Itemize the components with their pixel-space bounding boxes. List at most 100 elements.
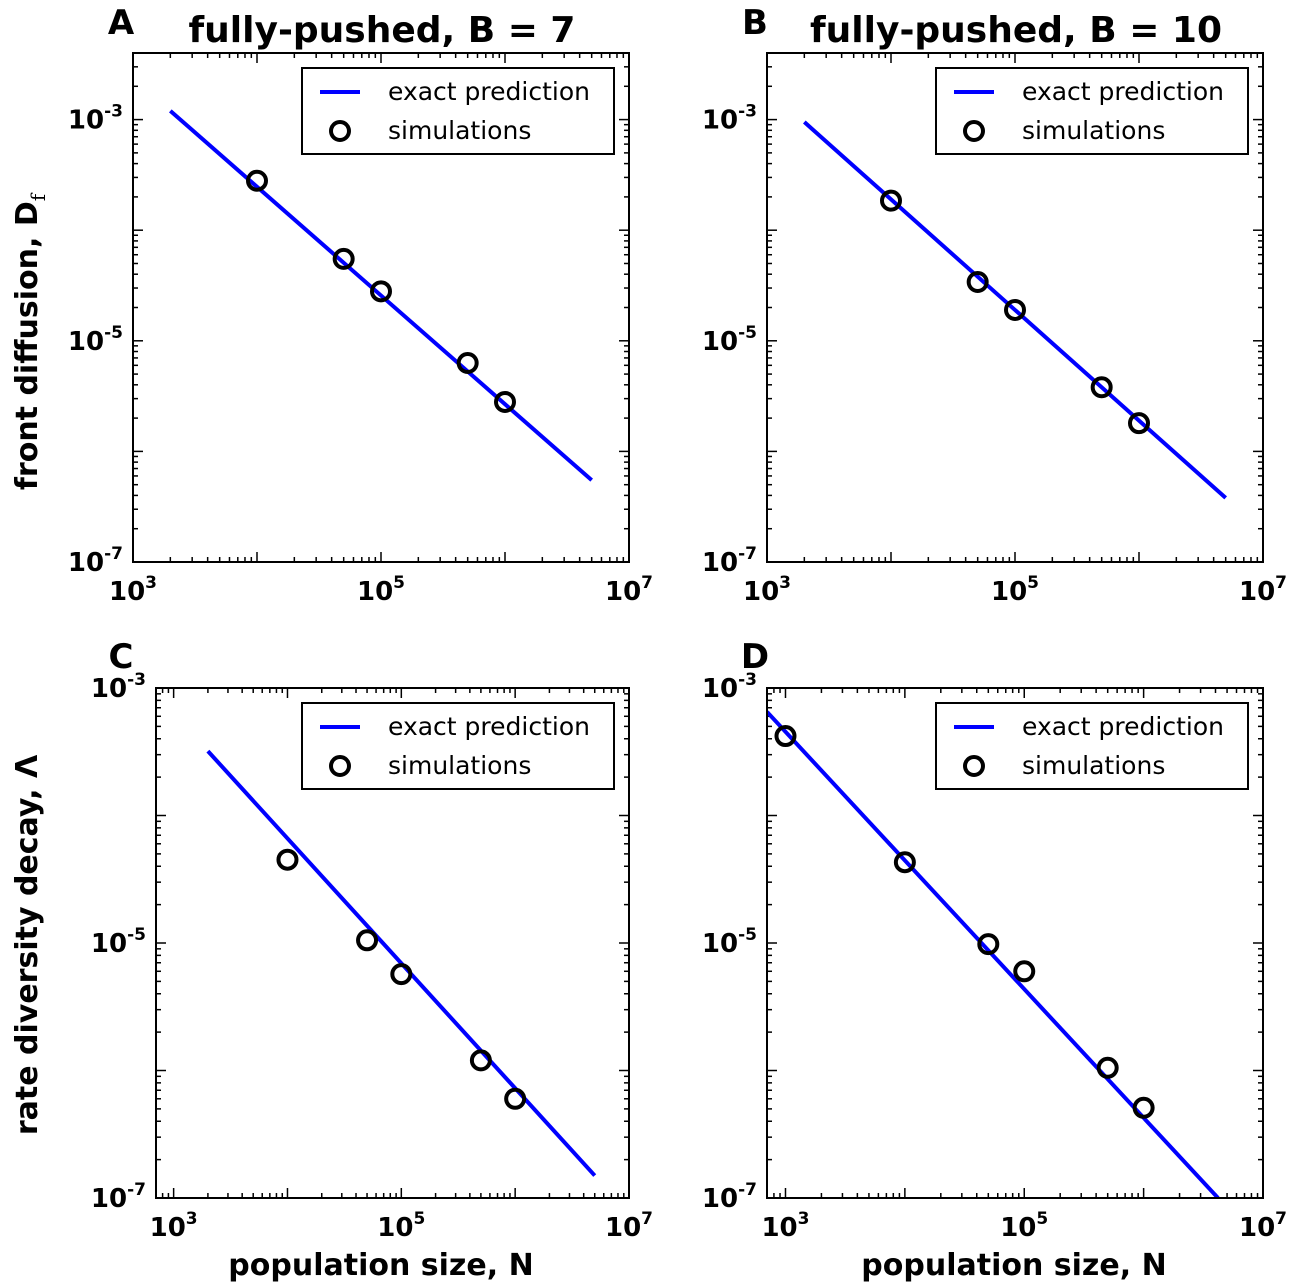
x-tick-label: 105 [991,573,1039,607]
tick-base: 10 [702,327,738,357]
y-tick-label: 10-7 [702,544,757,578]
tick-base: 10 [109,577,145,607]
legend: exact prediction simulations [935,702,1249,790]
tick-exponent: -7 [127,1180,146,1200]
legend-marker-swatch [963,120,985,142]
tick-exponent: 3 [145,573,157,593]
y-tick-label: 10-5 [68,323,123,357]
simulation-point [966,271,989,294]
plot-area [767,710,1220,1198]
tick-exponent: 7 [1275,573,1287,593]
tick-base: 10 [1239,1213,1275,1243]
x-tick-label: 103 [761,1209,809,1243]
tick-exponent: 3 [798,1209,810,1229]
simulation-point [774,725,797,748]
y-tick-label: 10-7 [91,1180,146,1214]
plot-area [169,109,593,482]
legend-label-prediction: exact prediction [1022,712,1224,741]
prediction-line [169,109,593,482]
tick-base: 10 [743,577,779,607]
panel-letter: B [742,3,768,43]
legend-label-simulations: simulations [1022,751,1165,780]
legend: exact prediction simulations [301,67,615,155]
y-tick-label: 10-5 [702,925,757,959]
tick-base: 10 [68,327,104,357]
legend-label-prediction: exact prediction [388,77,590,106]
tick-base: 10 [1000,1213,1036,1243]
simulation-point [1096,1056,1119,1079]
x-tick-label: 107 [605,1209,653,1243]
tick-base: 10 [377,1213,413,1243]
legend-label-simulations: simulations [388,116,531,145]
tick-exponent: 3 [779,573,791,593]
y-tick-label: 10-7 [68,544,123,578]
tick-exponent: 5 [393,573,405,593]
simulation-point [1132,1096,1155,1119]
tick-base: 10 [150,1213,186,1243]
tick-base: 10 [702,1184,738,1214]
tick-exponent: -3 [738,670,757,690]
y-tick-label: 10-7 [702,1180,757,1214]
simulation-point [370,280,392,303]
legend-marker-swatch [329,120,351,142]
legend-marker-swatch [963,755,985,777]
simulation-point [494,390,516,413]
tick-base: 10 [605,1213,641,1243]
legend-label-prediction: exact prediction [388,712,590,741]
tick-base: 10 [68,548,104,578]
x-tick-label: 105 [377,1209,425,1243]
simulation-point [469,1049,492,1072]
x-tick-label: 107 [1239,573,1287,607]
tick-exponent: 5 [1027,573,1039,593]
x-axis-label-left: population size, N [228,1248,533,1283]
tick-exponent: -7 [738,1180,757,1200]
tick-base: 10 [68,106,104,136]
panel-title: fully-pushed, B = 7 [189,10,576,51]
tick-base: 10 [991,577,1027,607]
legend-label-simulations: simulations [388,751,531,780]
tick-exponent: -3 [104,102,123,122]
tick-base: 10 [761,1213,797,1243]
tick-exponent: -7 [738,544,757,564]
legend-box [935,702,1249,790]
simulation-point [456,351,479,374]
tick-base: 10 [702,929,738,959]
tick-exponent: -5 [738,323,757,343]
x-tick-label: 103 [109,573,157,607]
tick-base: 10 [91,1184,127,1214]
panel-title: fully-pushed, B = 10 [810,10,1222,51]
legend-box [935,67,1249,155]
simulation-point [1090,376,1113,399]
simulation-point [1004,298,1026,321]
simulation-point [977,933,1000,956]
simulation-point [1128,412,1150,435]
legend-label-simulations: simulations [1022,116,1165,145]
plot-area [802,120,1228,500]
plot-frame [766,687,1264,1199]
y-tick-label: 10-3 [68,102,123,136]
panel-letter: D [741,637,769,677]
tick-base: 10 [91,929,127,959]
x-tick-label: 105 [1000,1209,1048,1243]
simulation-point [356,929,379,952]
x-tick-label: 105 [357,573,405,607]
legend-box [301,702,615,790]
legend-label-prediction: exact prediction [1022,77,1224,106]
panel-letter: A [108,3,135,43]
y-tick-label: 10-5 [91,925,146,959]
tick-base: 10 [605,577,641,607]
plot-area [206,749,597,1177]
tick-base: 10 [91,674,127,704]
simulation-point [880,189,902,212]
y-axis-label-top-row: front diffusion, Df [10,192,50,490]
tick-exponent: 3 [186,1209,198,1229]
y-tick-label: 10-3 [91,670,146,704]
tick-base: 10 [702,674,738,704]
tick-base: 10 [702,548,738,578]
plot-frame [766,52,1264,563]
